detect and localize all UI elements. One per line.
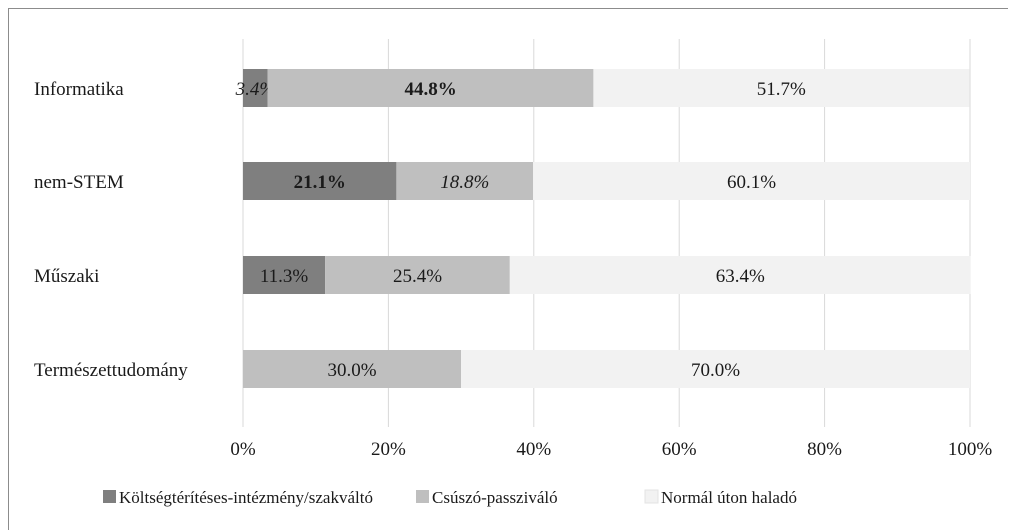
bar-segment — [509, 256, 971, 294]
data-label: 60.1% — [727, 172, 776, 193]
category-label: Informatika — [34, 79, 124, 100]
category-label: nem-STEM — [34, 172, 124, 193]
bar-segment — [267, 69, 594, 107]
bar-segment — [461, 350, 970, 388]
tick-label: 80% — [807, 439, 842, 460]
legend-swatch — [416, 490, 429, 503]
category-label: Műszaki — [34, 266, 99, 287]
category-label: Természettudomány — [34, 360, 188, 381]
legend-swatch — [644, 489, 659, 504]
chart-frame: 3.4% 44.8% 51.7% 21.1% 18.8% 60.1% 11.3% 25.4% 6… — [8, 8, 1008, 530]
legend: Költségtérítéses-intézmény/szakváltó Csús… — [103, 488, 797, 507]
bar-segment — [593, 69, 970, 107]
tick-label: 40% — [516, 439, 551, 460]
data-label: 44.8% — [404, 79, 456, 100]
data-label: 51.7% — [757, 79, 806, 100]
bar-segment — [243, 162, 397, 200]
legend-swatch — [103, 490, 116, 503]
bar-segment — [533, 162, 970, 200]
bar-segment — [243, 350, 462, 388]
data-label: 21.1% — [294, 172, 346, 193]
legend-label: Csúszó-passziváló — [432, 488, 558, 507]
data-label: 70.0% — [691, 360, 740, 381]
x-axis-ticks: 0% 20% 40% 60% 80% 100% — [230, 439, 992, 460]
data-label: 18.8% — [440, 172, 489, 193]
bar-segment — [325, 256, 510, 294]
data-label: 63.4% — [716, 266, 765, 287]
bar-segment — [396, 162, 534, 200]
bar-segment — [243, 256, 326, 294]
tick-label: 100% — [948, 439, 993, 460]
stacked-bar-chart: 3.4% 44.8% 51.7% 21.1% 18.8% 60.1% 11.3% 25.4% 6… — [34, 39, 992, 507]
bars: 3.4% 44.8% 51.7% 21.1% 18.8% 60.1% 11.3% 25.4% 6… — [235, 69, 971, 388]
legend-label: Költségtérítéses-intézmény/szakváltó — [119, 488, 373, 507]
bar-segment — [243, 69, 268, 107]
category-labels: Informatika nem-STEM Műszaki Természettudom… — [34, 79, 188, 381]
legend-label: Normál úton haladó — [661, 488, 797, 507]
data-label: 11.3% — [260, 266, 309, 287]
data-label: 3.4% — [235, 79, 276, 100]
data-label: 30.0% — [328, 360, 377, 381]
tick-label: 60% — [662, 439, 697, 460]
tick-label: 0% — [230, 439, 256, 460]
tick-label: 20% — [371, 439, 406, 460]
data-label: 25.4% — [393, 266, 442, 287]
